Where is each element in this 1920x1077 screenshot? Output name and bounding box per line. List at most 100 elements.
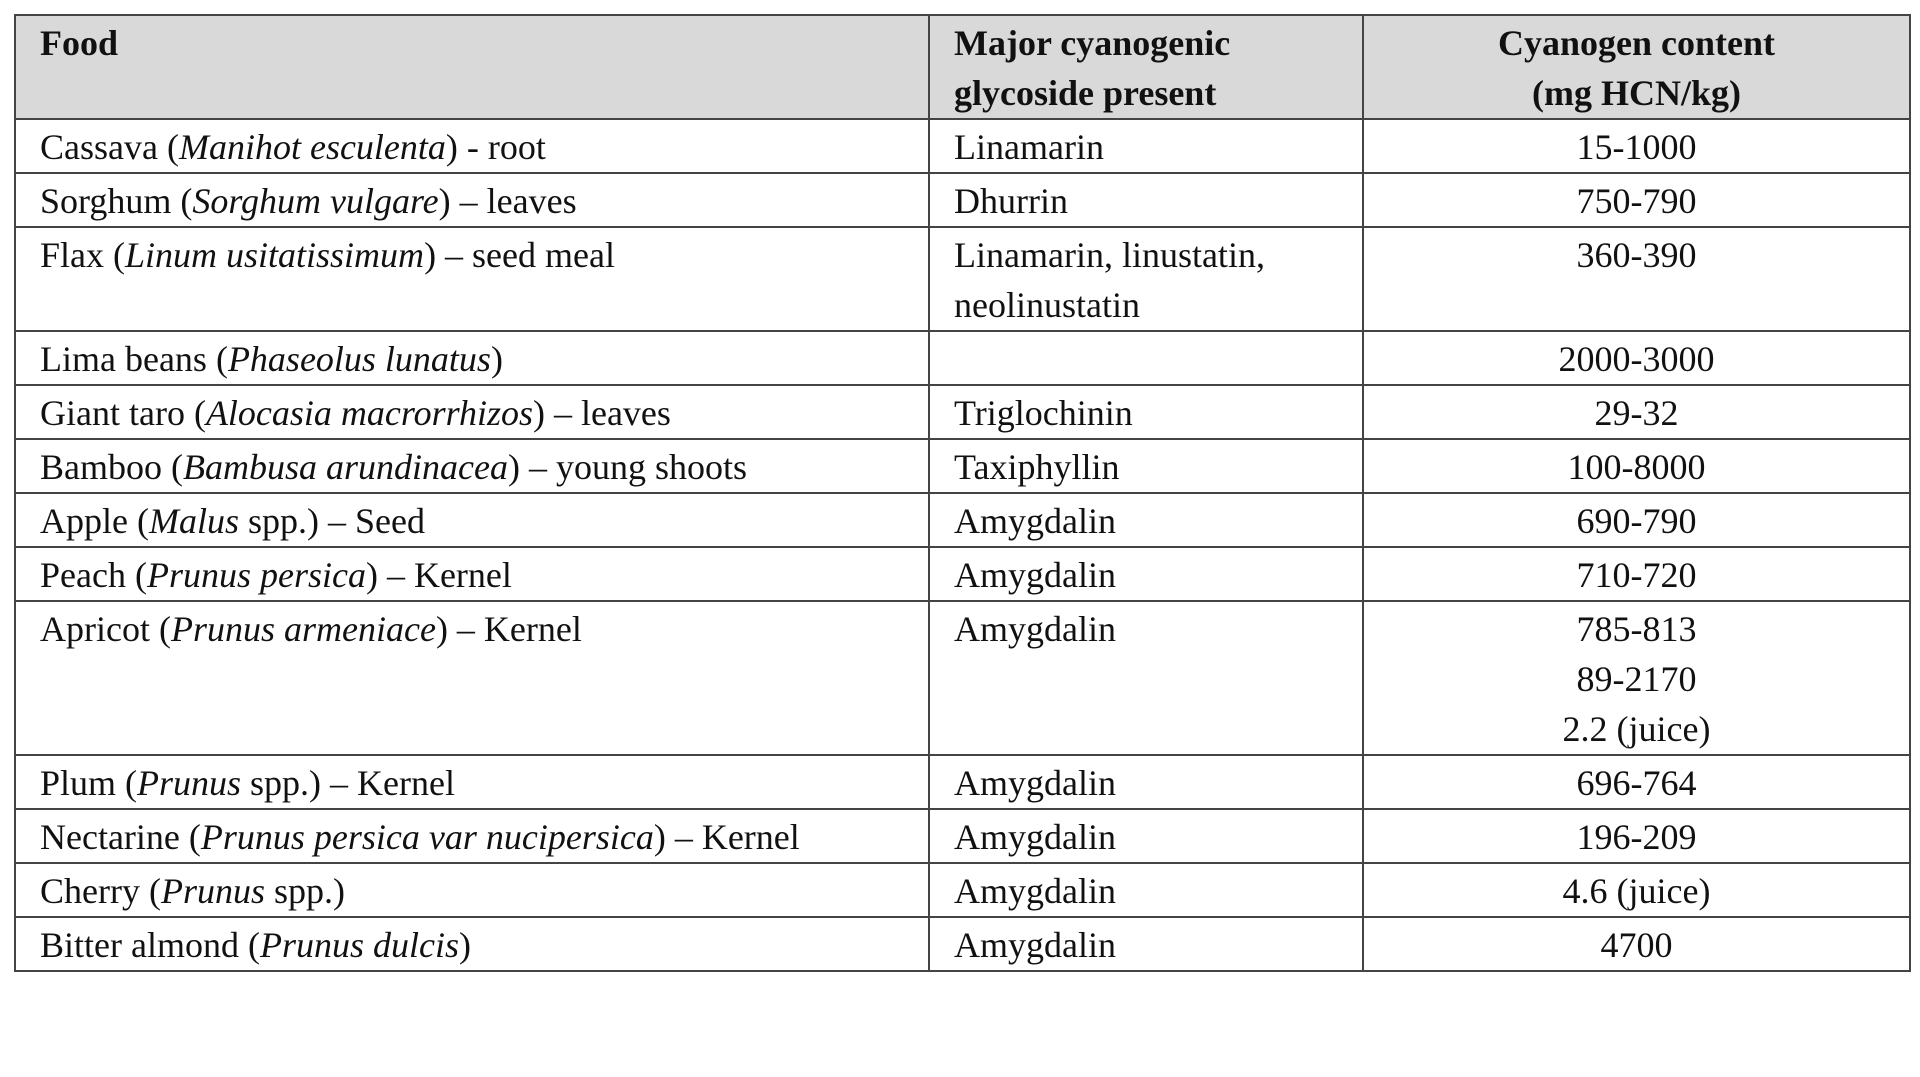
food-name: Nectarine ( [40, 817, 201, 857]
food-name: Flax ( [40, 235, 125, 275]
content-value: 4700 [1600, 925, 1673, 965]
species-name: Prunus armeniace [170, 609, 436, 649]
food-cell: Nectarine (Prunus persica var nucipersic… [14, 808, 930, 864]
food-part: ) – Kernel [435, 609, 582, 649]
content-value: 696-764 [1576, 763, 1697, 803]
glycoside-cell: Amygdalin [928, 600, 1364, 756]
glycoside-cell: Amygdalin [928, 916, 1364, 972]
food-cell: Cassava (Manihot esculenta) - root [14, 118, 930, 174]
species-name: Prunus persica [146, 555, 366, 595]
species-name: Malus [148, 501, 239, 541]
food-name: Giant taro ( [40, 393, 206, 433]
food-part: ) – young shoots [507, 447, 747, 487]
food-part: ) – leaves [532, 393, 671, 433]
food-part: ) [490, 339, 503, 379]
species-name: Phaseolus lunatus [227, 339, 491, 379]
header-glycoside-line1: Major cyanogenic [954, 23, 1231, 63]
content-cell: 360-390 [1362, 226, 1911, 332]
species-name: Manihot esculenta [178, 127, 446, 167]
food-name: Lima beans ( [40, 339, 228, 379]
content-value: 15-1000 [1576, 127, 1697, 167]
content-value: 29-32 [1594, 393, 1679, 433]
food-name: Cassava ( [40, 127, 179, 167]
food-name: Bamboo ( [40, 447, 183, 487]
content-cell: 690-790 [1362, 492, 1911, 548]
table-row: Plum (Prunus spp.) – Kernel Amygdalin 696-… [14, 754, 1911, 810]
glycoside-cell: Triglochinin [928, 384, 1364, 440]
content-value: 710-720 [1576, 555, 1697, 595]
glycoside-cell: Amygdalin [928, 492, 1364, 548]
food-cell: Bitter almond (Prunus dulcis) [14, 916, 930, 972]
food-name: Cherry ( [40, 871, 161, 911]
glycoside-cell: Linamarin, linustatin, neolinustatin [928, 226, 1364, 332]
species-name: Alocasia macrorrhizos [205, 393, 533, 433]
table-row: Apple (Malus spp.) – Seed Amygdalin 690-79… [14, 492, 1911, 548]
food-part: spp.) – Seed [238, 501, 425, 541]
glycoside-cell: Dhurrin [928, 172, 1364, 228]
glycoside-cell [928, 330, 1364, 386]
content-cell: 2000-3000 [1362, 330, 1911, 386]
glycoside-cell: Amygdalin [928, 754, 1364, 810]
content-value: 100-8000 [1567, 447, 1706, 487]
food-name: Apricot ( [40, 609, 171, 649]
species-name: Bambusa arundinacea [182, 447, 508, 487]
food-name: Apple ( [40, 501, 149, 541]
content-value: 2000-3000 [1558, 339, 1715, 379]
content-cell: 196-209 [1362, 808, 1911, 864]
food-cell: Cherry (Prunus spp.) [14, 862, 930, 918]
food-cell: Sorghum (Sorghum vulgare) – leaves [14, 172, 930, 228]
content-cell: 15-1000 [1362, 118, 1911, 174]
food-cell: Apple (Malus spp.) – Seed [14, 492, 930, 548]
content-value: 4.6 (juice) [1562, 871, 1711, 911]
header-content: Cyanogen content (mg HCN/kg) [1362, 14, 1911, 120]
content-value: 2.2 (juice) [1562, 709, 1711, 749]
species-name: Prunus [137, 763, 242, 803]
table-row: Sorghum (Sorghum vulgare) – leaves Dhurri… [14, 172, 1911, 228]
glycoside-cell: Linamarin [928, 118, 1364, 174]
cyanogen-table: Food Major cyanogenic glycoside present … [14, 14, 1911, 972]
food-part: ) – Kernel [365, 555, 512, 595]
header-content-line2: (mg HCN/kg) [1532, 73, 1741, 113]
header-content-line1: Cyanogen content [1498, 23, 1775, 63]
food-cell: Apricot (Prunus armeniace) – Kernel [14, 600, 930, 756]
food-name: Plum ( [40, 763, 138, 803]
content-value: 785-813 [1576, 609, 1697, 649]
species-name: Prunus [160, 871, 265, 911]
food-cell: Flax (Linum usitatissimum) – seed meal [14, 226, 930, 332]
content-value: 690-790 [1576, 501, 1697, 541]
table-row: Lima beans (Phaseolus lunatus) 2000-3000 [14, 330, 1911, 386]
content-cell: 710-720 [1362, 546, 1911, 602]
content-value: 750-790 [1576, 181, 1697, 221]
food-cell: Giant taro (Alocasia macrorrhizos) – lea… [14, 384, 930, 440]
table-row: Bamboo (Bambusa arundinacea) – young sho… [14, 438, 1911, 494]
content-cell: 696-764 [1362, 754, 1911, 810]
table-row: Bitter almond (Prunus dulcis) Amygdalin 47… [14, 916, 1911, 972]
header-glycoside: Major cyanogenic glycoside present [928, 14, 1364, 120]
table-row: Flax (Linum usitatissimum) – seed meal Li… [14, 226, 1911, 332]
table-row: Cassava (Manihot esculenta) - root Linama… [14, 118, 1911, 174]
food-cell: Plum (Prunus spp.) – Kernel [14, 754, 930, 810]
species-name: Prunus persica var nucipersica [200, 817, 654, 857]
glycoside-cell: Amygdalin [928, 862, 1364, 918]
table-row: Apricot (Prunus armeniace) – Kernel Amygd… [14, 600, 1911, 756]
food-cell: Lima beans (Phaseolus lunatus) [14, 330, 930, 386]
glycoside-cell: Taxiphyllin [928, 438, 1364, 494]
table-row: Giant taro (Alocasia macrorrhizos) – lea… [14, 384, 1911, 440]
table-row: Cherry (Prunus spp.) Amygdalin 4.6 (juice) [14, 862, 1911, 918]
content-cell: 750-790 [1362, 172, 1911, 228]
content-value: 196-209 [1576, 817, 1697, 857]
content-cell: 785-813 89-2170 2.2 (juice) [1362, 600, 1911, 756]
food-name: Bitter almond ( [40, 925, 260, 965]
glycoside-cell: Amygdalin [928, 546, 1364, 602]
food-cell: Peach (Prunus persica) – Kernel [14, 546, 930, 602]
header-food: Food [14, 14, 930, 120]
food-part: ) [458, 925, 471, 965]
species-name: Prunus dulcis [259, 925, 459, 965]
food-part: spp.) [264, 871, 345, 911]
table-row: Nectarine (Prunus persica var nucipersic… [14, 808, 1911, 864]
food-part: ) – seed meal [424, 235, 615, 275]
content-cell: 4700 [1362, 916, 1911, 972]
species-name: Linum usitatissimum [125, 235, 425, 275]
food-part: ) – leaves [438, 181, 577, 221]
food-name: Peach ( [40, 555, 147, 595]
